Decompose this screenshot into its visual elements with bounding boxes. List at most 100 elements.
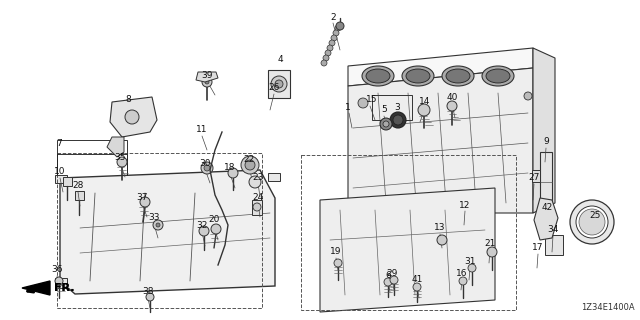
Circle shape xyxy=(383,121,389,127)
Bar xyxy=(57,140,127,154)
Circle shape xyxy=(253,203,261,211)
Text: FR.: FR. xyxy=(54,283,74,293)
Circle shape xyxy=(55,277,63,285)
Text: 12: 12 xyxy=(460,201,470,210)
Circle shape xyxy=(447,101,457,111)
Text: 14: 14 xyxy=(419,98,431,107)
Bar xyxy=(372,95,412,120)
Circle shape xyxy=(331,35,337,41)
Circle shape xyxy=(358,98,368,108)
Circle shape xyxy=(201,162,213,174)
Circle shape xyxy=(323,55,329,61)
Ellipse shape xyxy=(486,69,510,83)
Circle shape xyxy=(413,283,421,291)
Text: 11: 11 xyxy=(196,125,208,134)
Text: 29: 29 xyxy=(387,269,397,278)
Bar xyxy=(268,70,290,98)
Polygon shape xyxy=(533,48,555,213)
Text: 9: 9 xyxy=(543,138,549,147)
Circle shape xyxy=(199,226,209,236)
Polygon shape xyxy=(60,170,275,294)
Circle shape xyxy=(249,176,261,188)
Text: 15: 15 xyxy=(366,95,378,105)
Circle shape xyxy=(487,247,497,257)
Circle shape xyxy=(437,235,447,245)
Bar xyxy=(55,278,67,288)
Text: 42: 42 xyxy=(541,204,552,212)
Polygon shape xyxy=(110,97,157,137)
Circle shape xyxy=(579,209,605,235)
Text: 30: 30 xyxy=(199,158,211,167)
Circle shape xyxy=(241,156,259,174)
Circle shape xyxy=(524,92,532,100)
Ellipse shape xyxy=(442,66,474,86)
Text: 20: 20 xyxy=(208,215,220,225)
Circle shape xyxy=(228,168,238,178)
Circle shape xyxy=(390,112,406,128)
Polygon shape xyxy=(534,198,558,240)
Text: 6: 6 xyxy=(385,271,391,281)
Circle shape xyxy=(202,77,212,87)
Text: FR.: FR. xyxy=(54,283,74,293)
Text: 24: 24 xyxy=(252,193,264,202)
Text: 13: 13 xyxy=(435,223,445,233)
Circle shape xyxy=(125,110,139,124)
Circle shape xyxy=(459,277,467,285)
Ellipse shape xyxy=(366,69,390,83)
Text: 35: 35 xyxy=(115,153,125,162)
Text: 39: 39 xyxy=(201,70,212,79)
Bar xyxy=(540,152,552,212)
Text: 27: 27 xyxy=(528,173,540,182)
Circle shape xyxy=(390,276,398,284)
Circle shape xyxy=(140,197,150,207)
Polygon shape xyxy=(348,68,533,213)
Text: 16: 16 xyxy=(456,269,468,278)
Text: 32: 32 xyxy=(196,221,208,230)
Circle shape xyxy=(468,264,476,272)
Polygon shape xyxy=(348,48,533,86)
Text: 41: 41 xyxy=(412,276,422,284)
Bar xyxy=(301,155,516,310)
Circle shape xyxy=(321,60,327,66)
Text: 21: 21 xyxy=(484,238,496,247)
Circle shape xyxy=(329,40,335,46)
Text: 40: 40 xyxy=(446,93,458,102)
Polygon shape xyxy=(22,281,50,295)
Circle shape xyxy=(271,76,287,92)
Text: 5: 5 xyxy=(381,106,387,115)
Text: 22: 22 xyxy=(243,156,255,164)
Bar xyxy=(545,235,563,255)
Circle shape xyxy=(156,223,160,227)
Circle shape xyxy=(384,278,392,286)
Circle shape xyxy=(333,30,339,36)
Bar xyxy=(268,173,280,181)
Circle shape xyxy=(418,104,430,116)
Text: 10: 10 xyxy=(54,167,66,177)
Circle shape xyxy=(335,25,341,31)
Ellipse shape xyxy=(446,69,470,83)
Circle shape xyxy=(393,115,403,125)
Circle shape xyxy=(211,224,221,234)
Polygon shape xyxy=(320,188,495,312)
Bar xyxy=(252,200,262,215)
Text: 1: 1 xyxy=(345,103,351,113)
Circle shape xyxy=(327,45,333,51)
Circle shape xyxy=(380,118,392,130)
Bar xyxy=(532,170,540,182)
Text: 31: 31 xyxy=(464,258,476,267)
Text: 25: 25 xyxy=(589,211,601,220)
Text: 8: 8 xyxy=(125,95,131,105)
Polygon shape xyxy=(196,72,218,82)
Text: 18: 18 xyxy=(224,164,236,172)
Circle shape xyxy=(325,50,331,56)
Circle shape xyxy=(570,200,614,244)
Ellipse shape xyxy=(362,66,394,86)
Text: 17: 17 xyxy=(532,244,544,252)
Bar xyxy=(57,153,262,308)
Circle shape xyxy=(117,157,127,167)
Text: 23: 23 xyxy=(252,172,264,181)
Bar xyxy=(55,175,67,183)
Circle shape xyxy=(334,259,342,267)
Text: 38: 38 xyxy=(142,287,154,297)
Ellipse shape xyxy=(482,66,514,86)
